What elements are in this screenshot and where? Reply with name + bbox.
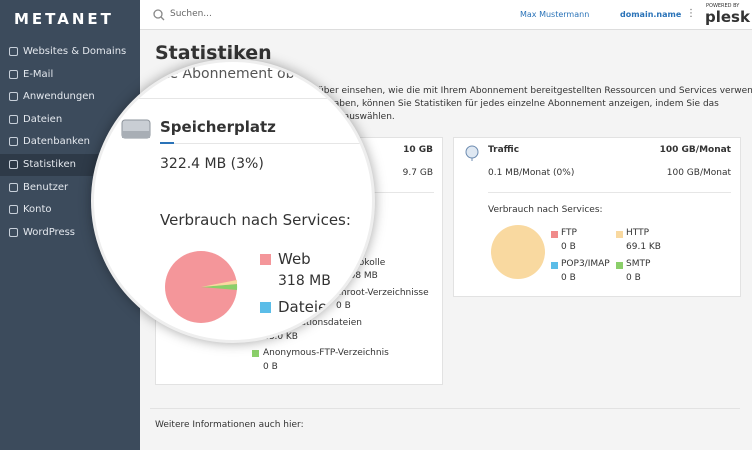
legend-value: 0 B <box>626 273 641 283</box>
legend-name: HTTP <box>626 228 650 238</box>
nav-icon <box>9 69 18 79</box>
storage-pie <box>165 251 238 323</box>
plesk-brand: plesk <box>705 8 750 26</box>
title-underline <box>160 142 174 144</box>
search-input[interactable]: Suchen... <box>170 9 212 19</box>
page-title: Statistiken <box>155 42 272 64</box>
legend-value: 0 B <box>561 273 576 283</box>
nav-label: Websites & Domains <box>23 46 127 57</box>
legend-swatch <box>252 350 259 357</box>
mag-title: Speicherplatz <box>160 118 276 136</box>
legend-name: Protokolle <box>341 258 386 268</box>
nav-item[interactable]: Anwendungen <box>0 86 140 108</box>
services-label: Verbrauch nach Services: <box>488 205 603 215</box>
legend-name: Anonymous-FTP-Verzeichnis <box>263 348 389 358</box>
legend-swatch <box>616 231 623 238</box>
mag-intro: te Abonnement ob <box>164 66 295 82</box>
legend-swatch <box>551 231 558 238</box>
legend-swatch <box>616 262 623 269</box>
user-menu[interactable]: Max Mustermann <box>520 10 590 19</box>
nav-item[interactable]: Datenbanken <box>0 131 140 153</box>
legend-swatch <box>260 254 271 265</box>
topbar: Suchen... Max Mustermann domain.name ⋮ P… <box>140 0 752 30</box>
mag-files: Dateien <box>278 298 337 316</box>
nav-icon <box>9 92 18 102</box>
nav-label: Dateien <box>23 113 63 125</box>
legend-swatch <box>551 262 558 269</box>
nav-icon <box>9 182 18 192</box>
nav-icon <box>9 114 18 124</box>
mag-services-label: Verbrauch nach Services: <box>160 211 351 229</box>
footer-text: Weitere Informationen auch hier: <box>155 420 304 430</box>
nav-item[interactable]: Benutzer <box>0 177 140 199</box>
divider <box>150 408 740 409</box>
drive-icon <box>121 119 151 139</box>
intro-line: rt haben, können Sie Statistiken für jed… <box>318 99 719 109</box>
storage-limit: 10 GB <box>403 145 433 155</box>
traffic-title: Traffic <box>488 145 520 155</box>
divider <box>488 192 731 193</box>
domain-link[interactable]: domain.name <box>620 10 682 19</box>
nav-icon <box>9 47 18 56</box>
legend-value: 69.1 KB <box>626 242 661 252</box>
legend-value: 28.0 KB <box>263 332 298 342</box>
nav-label: Datenbanken <box>23 136 90 148</box>
traffic-icon <box>465 145 479 161</box>
traffic-used: 0.1 MB/Monat (0%) <box>488 168 575 178</box>
legend-name: SMTP <box>626 259 651 269</box>
nav-icon <box>9 205 18 215</box>
nav-icon <box>9 137 18 147</box>
legend-name: FTP <box>561 228 577 238</box>
legend-name: POP3/IMAP <box>561 259 610 269</box>
divider <box>174 143 372 144</box>
mag-web-value: 318 MB <box>278 273 331 289</box>
nav-label: E-Mail <box>23 68 54 80</box>
search-icon <box>153 9 165 21</box>
nav-item[interactable]: Dateien <box>0 109 140 131</box>
magnifier: te Abonnement ob Speicherplatz 322.4 MB … <box>91 59 375 343</box>
nav-item[interactable]: WordPress <box>0 222 140 244</box>
intro-line: Seite auswählen. <box>318 112 395 122</box>
traffic-limit: 100 GB/Monat <box>659 145 731 155</box>
legend-value: 0 B <box>561 242 576 252</box>
mag-web: Web <box>278 250 311 268</box>
nav-label: Statistiken <box>23 159 76 170</box>
nav-label: WordPress <box>23 226 76 238</box>
intro-line: über einsehen, wie die mit Ihrem Abonnem… <box>318 86 752 96</box>
traffic-card: Traffic 100 GB/Monat 0.1 MB/Monat (0%) 1… <box>453 137 741 297</box>
logo: METANET <box>14 10 114 28</box>
nav-label: Anwendungen <box>23 91 95 103</box>
divider <box>104 98 372 99</box>
legend-name: chroot-Verzeichnisse <box>336 288 429 298</box>
more-menu[interactable]: ⋮ <box>686 8 696 19</box>
traffic-pie <box>491 225 545 279</box>
legend-value: 0 B <box>336 301 351 311</box>
nav-label: Benutzer <box>23 181 69 193</box>
legend-name: Konfigurationsdateien <box>263 318 362 328</box>
traffic-free: 100 GB/Monat <box>666 168 731 178</box>
powered-by: POWERED BY <box>706 3 740 9</box>
legend-swatch <box>260 302 271 313</box>
nav-item[interactable]: Konto <box>0 199 140 221</box>
nav-icon <box>9 160 18 169</box>
nav-item[interactable]: E-Mail <box>0 64 140 86</box>
legend-value: 4.08 MB <box>341 271 378 281</box>
storage-free: 9.7 GB <box>402 168 433 178</box>
nav-item[interactable]: Websites & Domains <box>0 41 140 63</box>
nav-icon <box>9 227 18 237</box>
mag-used: 322.4 MB (3%) <box>160 156 264 172</box>
nav-label: Konto <box>23 204 52 216</box>
legend-value: 0 B <box>263 362 278 372</box>
